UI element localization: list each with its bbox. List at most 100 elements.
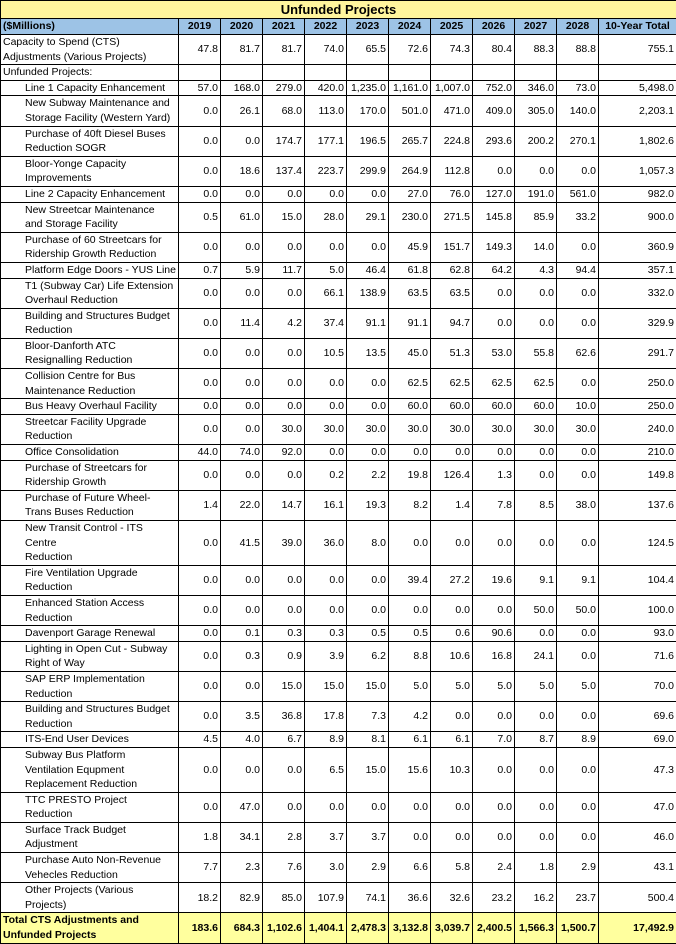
ten-year-total-cell: 47.0	[599, 792, 676, 822]
ten-year-total-cell: 100.0	[599, 595, 676, 625]
value-cell-2027: 346.0	[515, 80, 557, 96]
value-cell-2020: 74.0	[221, 445, 263, 461]
value-cell-2023: 0.0	[347, 445, 389, 461]
value-cell-2022: 74.0	[305, 35, 347, 65]
value-cell-2027: 24.1	[515, 641, 557, 671]
value-cell-2022: 0.3	[305, 626, 347, 642]
value-cell-2022: 0.0	[305, 595, 347, 625]
value-cell-2026: 0.0	[473, 792, 515, 822]
value-cell-2019: 1.4	[179, 490, 221, 520]
value-cell-2026: 145.8	[473, 202, 515, 232]
value-cell-2025: 0.0	[431, 792, 473, 822]
row-label: ITS-End User Devices	[1, 732, 179, 748]
row-label: Enhanced Station Access Reduction	[1, 595, 179, 625]
title-row: Unfunded Projects	[1, 1, 676, 19]
ten-year-total-cell: 329.9	[599, 308, 676, 338]
value-cell-2025: 471.0	[431, 96, 473, 126]
value-cell-2022: 177.1	[305, 126, 347, 156]
value-cell-2020: 0.0	[221, 565, 263, 595]
value-cell-2027: 0.0	[515, 747, 557, 792]
value-cell-2026: 0.0	[473, 156, 515, 186]
value-cell-2024: 72.6	[389, 35, 431, 65]
value-cell-2021: 137.4	[263, 156, 305, 186]
row-label: Purchase of 60 Streetcars for Ridership …	[1, 232, 179, 262]
value-cell-2027: 0.0	[515, 156, 557, 186]
value-cell-2028: 140.0	[557, 96, 599, 126]
value-cell-2028: 1,500.7	[557, 913, 599, 943]
value-cell-2026: 127.0	[473, 186, 515, 202]
value-cell-2019	[179, 65, 221, 81]
value-cell-2020: 0.0	[221, 232, 263, 262]
value-cell-2025: 62.8	[431, 262, 473, 278]
value-cell-2025: 32.6	[431, 883, 473, 913]
value-cell-2020: 0.0	[221, 671, 263, 701]
row-label: Purchase Auto Non-Revenue Vehecles Reduc…	[1, 853, 179, 883]
value-cell-2019: 0.0	[179, 702, 221, 732]
value-cell-2022: 3.0	[305, 853, 347, 883]
ten-year-total-cell: 332.0	[599, 278, 676, 308]
value-cell-2019: 0.5	[179, 202, 221, 232]
value-cell-2021: 15.0	[263, 671, 305, 701]
row-label: Line 2 Capacity Enhancement	[1, 186, 179, 202]
value-cell-2022: 3.7	[305, 822, 347, 852]
value-cell-2021: 7.6	[263, 853, 305, 883]
value-cell-2023: 2.2	[347, 460, 389, 490]
value-cell-2027: 1.8	[515, 853, 557, 883]
value-cell-2026: 53.0	[473, 338, 515, 368]
value-cell-2027: 14.0	[515, 232, 557, 262]
value-cell-2022: 0.0	[305, 399, 347, 415]
row-label: Surface Track Budget Adjustment	[1, 822, 179, 852]
value-cell-2021: 68.0	[263, 96, 305, 126]
value-cell-2025: 5.0	[431, 671, 473, 701]
value-cell-2024: 8.2	[389, 490, 431, 520]
ten-year-total-cell: 755.1	[599, 35, 676, 65]
value-cell-2022: 10.5	[305, 338, 347, 368]
value-cell-2026: 409.0	[473, 96, 515, 126]
ten-year-total-cell: 291.7	[599, 338, 676, 368]
ten-year-total-cell: 250.0	[599, 369, 676, 399]
value-cell-2023: 8.1	[347, 732, 389, 748]
value-cell-2023: 1,235.0	[347, 80, 389, 96]
table-row: Bloor-Danforth ATC Resignalling Reductio…	[1, 338, 676, 368]
value-cell-2020: 18.6	[221, 156, 263, 186]
value-cell-2019: 0.0	[179, 595, 221, 625]
year-header-2028: 2028	[557, 19, 599, 35]
value-cell-2028: 0.0	[557, 641, 599, 671]
value-cell-2021: 0.0	[263, 792, 305, 822]
value-cell-2020: 47.0	[221, 792, 263, 822]
value-cell-2021: 15.0	[263, 202, 305, 232]
value-cell-2019: 47.8	[179, 35, 221, 65]
value-cell-2026: 0.0	[473, 595, 515, 625]
value-cell-2020: 41.5	[221, 521, 263, 566]
value-cell-2019: 0.0	[179, 671, 221, 701]
value-cell-2025: 30.0	[431, 414, 473, 444]
value-cell-2025: 94.7	[431, 308, 473, 338]
value-cell-2020: 0.0	[221, 399, 263, 415]
value-cell-2026: 0.0	[473, 445, 515, 461]
value-cell-2021: 39.0	[263, 521, 305, 566]
value-cell-2027: 5.0	[515, 671, 557, 701]
value-cell-2026: 0.0	[473, 521, 515, 566]
value-cell-2028: 23.7	[557, 883, 599, 913]
value-cell-2020: 0.0	[221, 747, 263, 792]
ten-year-total-cell: 900.0	[599, 202, 676, 232]
value-cell-2021: 0.0	[263, 595, 305, 625]
ten-year-total-cell: 70.0	[599, 671, 676, 701]
value-cell-2021: 4.2	[263, 308, 305, 338]
value-cell-2020: 0.1	[221, 626, 263, 642]
ten-year-total-cell: 210.0	[599, 445, 676, 461]
value-cell-2028: 2.9	[557, 853, 599, 883]
value-cell-2020: 0.0	[221, 414, 263, 444]
value-cell-2024: 0.0	[389, 822, 431, 852]
value-cell-2020: 684.3	[221, 913, 263, 943]
value-cell-2025: 3,039.7	[431, 913, 473, 943]
table-row: New Subway Maintenance and Storage Facil…	[1, 96, 676, 126]
value-cell-2019: 183.6	[179, 913, 221, 943]
value-cell-2024: 264.9	[389, 156, 431, 186]
ten-year-total-cell: 46.0	[599, 822, 676, 852]
